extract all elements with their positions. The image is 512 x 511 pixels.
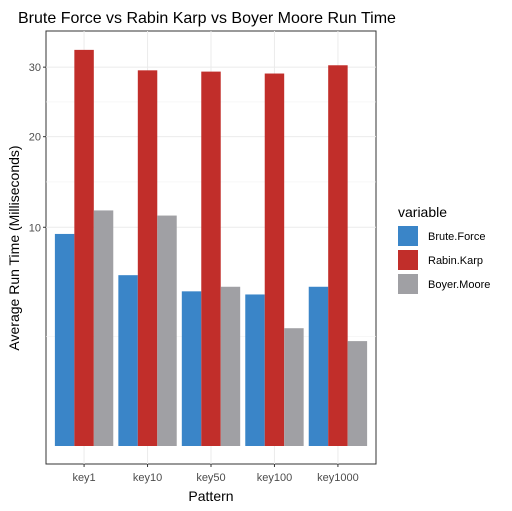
- legend-title: variable: [398, 204, 447, 220]
- bar-rabin-karp-key50: [201, 72, 220, 446]
- bar-boyer-moore-key100: [284, 328, 303, 446]
- x-tick-label: key10: [133, 472, 162, 484]
- bar-rabin-karp-key1000: [328, 65, 347, 446]
- legend-swatch: [398, 250, 418, 270]
- x-tick-label: key100: [257, 472, 292, 484]
- bar-brute-force-key10: [118, 275, 137, 446]
- bar-boyer-moore-key50: [221, 287, 240, 446]
- bar-rabin-karp-key1: [74, 50, 93, 446]
- bar-boyer-moore-key10: [157, 216, 176, 446]
- bar-brute-force-key1: [55, 234, 74, 446]
- y-tick-label: 20: [29, 132, 41, 144]
- bar-brute-force-key50: [182, 291, 201, 446]
- y-axis-title: Average Run Time (Milliseconds): [6, 145, 22, 350]
- x-tick-label: key1000: [317, 472, 359, 484]
- x-axis-ticks: key1 key10 key50 key100 key1000: [72, 464, 358, 484]
- x-axis-title: Pattern: [188, 488, 233, 504]
- legend-label: Boyer.Moore: [428, 279, 490, 291]
- bar-rabin-karp-key10: [138, 70, 157, 446]
- x-tick-label: key1: [72, 472, 95, 484]
- y-axis-ticks: 10 20 30: [29, 62, 46, 234]
- x-tick-label: key50: [196, 472, 225, 484]
- legend-swatch: [398, 226, 418, 246]
- bar-rabin-karp-key100: [265, 74, 284, 446]
- legend-items: Brute.Force Rabin.Karp Boyer.Moore: [398, 226, 490, 294]
- legend-swatch: [398, 274, 418, 294]
- legend-label: Brute.Force: [428, 231, 485, 243]
- bar-boyer-moore-key1000: [348, 341, 367, 446]
- legend-label: Rabin.Karp: [428, 255, 483, 267]
- chart-title: Brute Force vs Rabin Karp vs Boyer Moore…: [18, 10, 396, 27]
- y-tick-label: 10: [29, 222, 41, 234]
- bar-brute-force-key1000: [309, 287, 328, 446]
- y-tick-label: 30: [29, 62, 41, 74]
- legend: variable Brute.Force Rabin.Karp Boyer.Moor…: [398, 204, 490, 294]
- bar-brute-force-key100: [245, 294, 264, 446]
- bar-boyer-moore-key1: [94, 210, 113, 446]
